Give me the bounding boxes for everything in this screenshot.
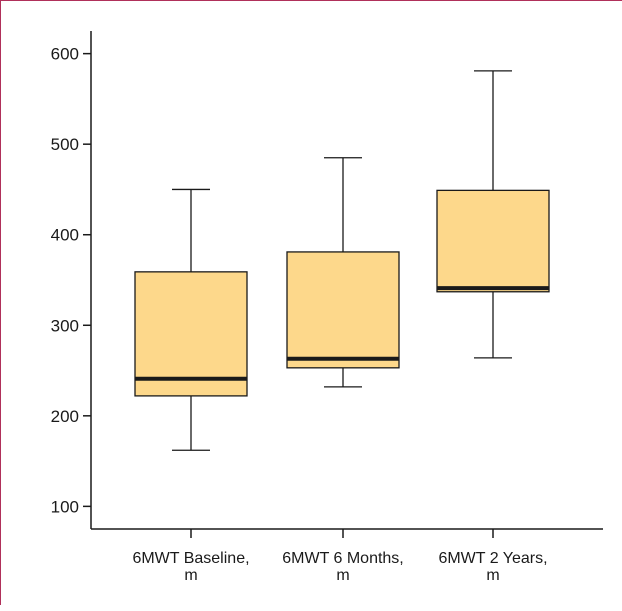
- iqr-box: [436, 189, 550, 293]
- x-category-label-3: 6MWT 2 Years,: [438, 550, 547, 567]
- box-3: [436, 70, 550, 359]
- iqr-box: [286, 251, 400, 369]
- x-category-label-1: 6MWT Baseline,: [132, 550, 249, 567]
- y-tick-label-100: 100: [51, 497, 79, 516]
- y-tick-label-500: 500: [51, 135, 79, 154]
- x-category-label-2: 6MWT 6 Months,: [282, 550, 404, 567]
- iqr-box: [134, 271, 248, 397]
- y-tick-label-400: 400: [51, 226, 79, 245]
- box-2: [286, 157, 400, 388]
- y-tick-label-300: 300: [51, 316, 79, 335]
- boxes: [134, 70, 550, 451]
- x-category-unit-2: m: [336, 567, 349, 584]
- y-ticks: 100 200 300 400 500 600: [51, 45, 91, 516]
- axes: [90, 31, 603, 530]
- x-category-unit-3: m: [486, 567, 499, 584]
- x-category-unit-1: m: [184, 567, 197, 584]
- y-tick-label-600: 600: [51, 45, 79, 64]
- box-1: [134, 188, 248, 451]
- y-tick-label-200: 200: [51, 407, 79, 426]
